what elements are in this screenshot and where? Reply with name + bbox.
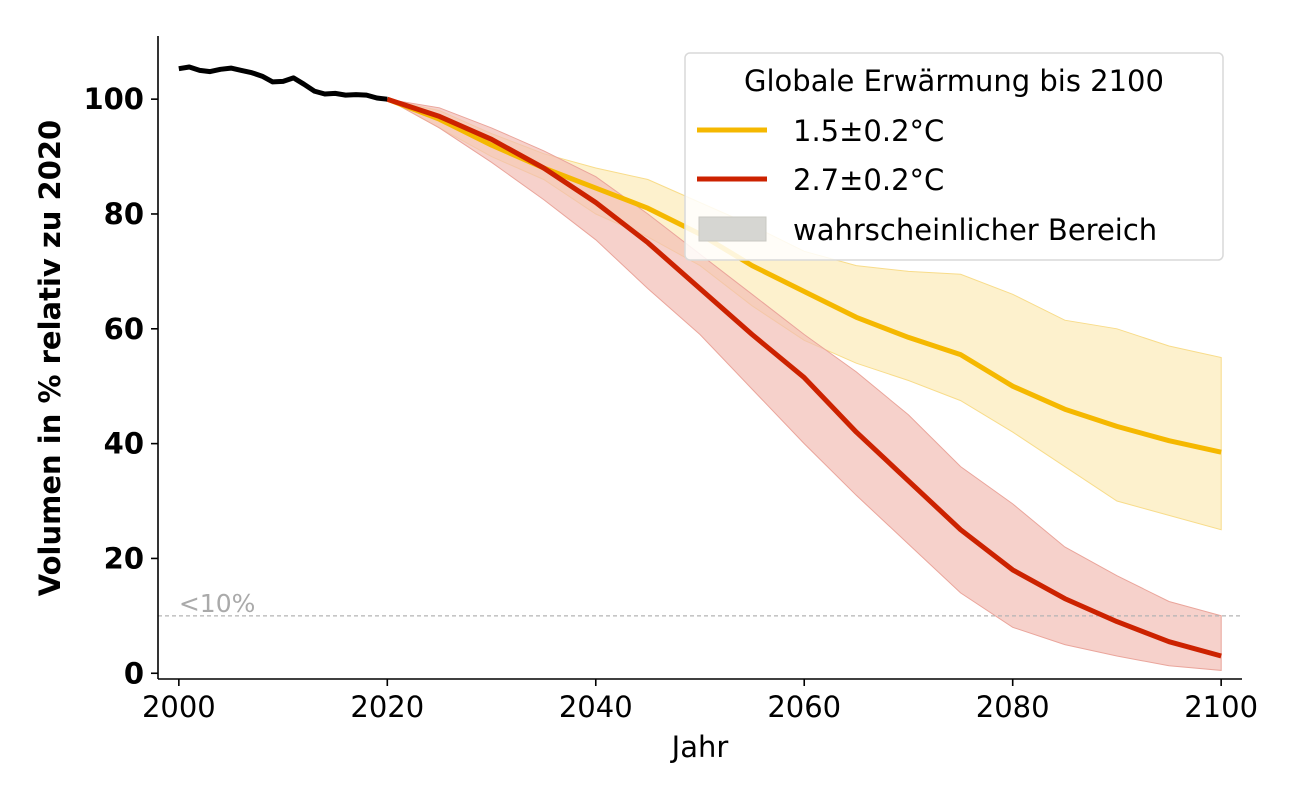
y-axis-label: Volumen in % relativ zu 2020 (33, 120, 67, 596)
band-2-7 (387, 98, 1222, 671)
legend-frame (684, 52, 1224, 261)
x-tick-label: 2080 (976, 690, 1050, 724)
threshold-label: <10% (179, 589, 256, 618)
y-tick-label: 100 (83, 82, 144, 116)
x-axis-label: Jahr (670, 730, 729, 764)
x-tick-label: 2060 (767, 690, 841, 724)
legend-label-1-5: 1.5±0.2°C (793, 114, 944, 148)
legend-swatch-range (698, 216, 767, 242)
y-tick-label: 20 (104, 541, 144, 575)
x-tick-label: 2040 (559, 690, 633, 724)
y-tick-label: 80 (104, 197, 144, 231)
legend: Globale Erwärmung bis 2100 1.5±0.2°C 2.7… (684, 52, 1224, 261)
line-observed (178, 64, 388, 102)
x-tick-label: 2000 (142, 690, 216, 724)
line-2-7 (386, 96, 1222, 659)
x-tick-label: 2020 (350, 690, 424, 724)
y-tick-label: 40 (104, 427, 144, 461)
legend-label-range: wahrscheinlicher Bereich (793, 213, 1157, 247)
legend-title: Globale Erwärmung bis 2100 (744, 64, 1164, 98)
uncertainty-bands (387, 98, 1222, 671)
legend-label-2-7: 2.7±0.2°C (793, 163, 944, 197)
y-tick-label: 0 (124, 656, 144, 690)
series-lines (178, 64, 1222, 659)
x-tick-label: 2100 (1184, 690, 1258, 724)
y-tick-label: 60 (104, 312, 144, 346)
